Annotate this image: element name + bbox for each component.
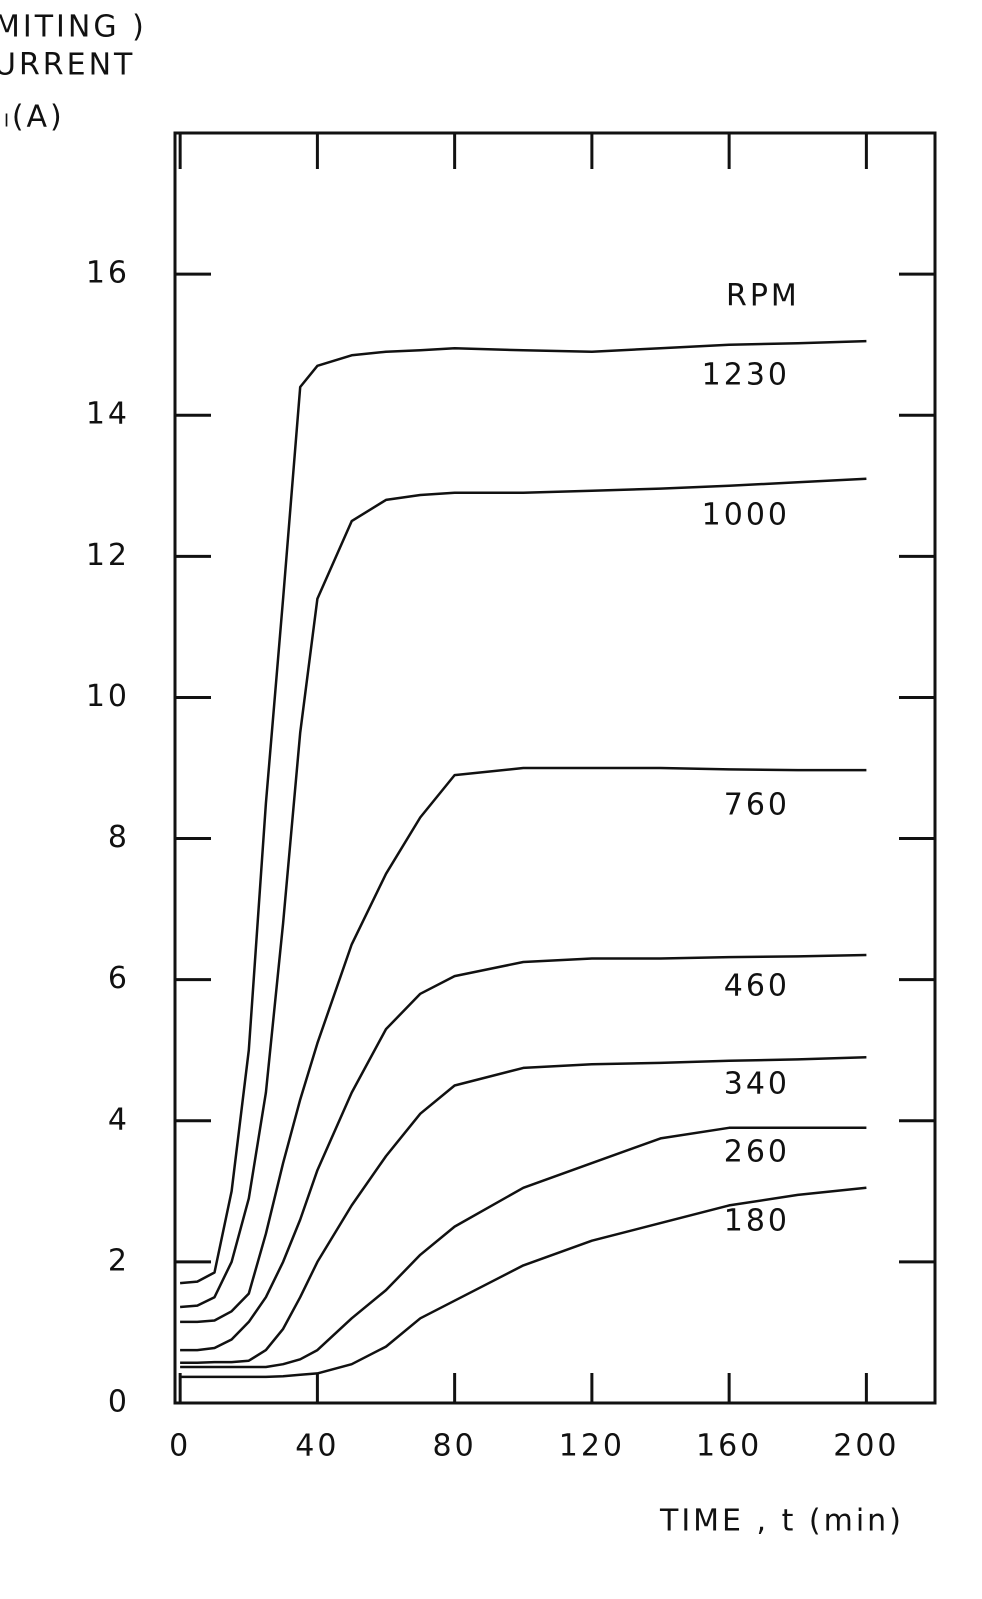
x-tick-label: 160: [696, 1429, 762, 1464]
y-tick-label: 0: [108, 1385, 130, 1420]
y-axis-label: Iₗ(A): [0, 100, 65, 135]
y-tick-label: 2: [108, 1243, 130, 1278]
series-label: 460: [724, 969, 790, 1004]
legend-title: RPM: [726, 279, 800, 314]
x-tick-label: 0: [169, 1429, 191, 1464]
series-label: 1000: [702, 498, 790, 533]
data-line: [179, 477, 867, 1309]
x-tick-label: 200: [833, 1429, 899, 1464]
y-tick-label: 12: [86, 538, 130, 573]
y-tick-label: 8: [108, 820, 130, 855]
plot-frame: [173, 131, 937, 1405]
y-axis-label: URRENT: [0, 48, 135, 83]
x-tick-label: 40: [295, 1429, 339, 1464]
series-label: 260: [724, 1135, 790, 1170]
y-tick-label: 4: [108, 1102, 130, 1137]
x-tick-label: 80: [433, 1429, 477, 1464]
data-line: [180, 1126, 867, 1369]
y-tick-label: 14: [86, 397, 130, 432]
y-tick-label: 16: [86, 256, 130, 291]
data-line: [180, 766, 867, 1324]
data-line: [179, 339, 867, 1285]
series-label: 180: [724, 1204, 790, 1239]
series-label: 1230: [702, 358, 790, 393]
y-axis-label: MITING ): [0, 10, 147, 45]
y-tick-label: 6: [108, 961, 130, 996]
data-line: [180, 1056, 867, 1365]
series-label: 340: [724, 1067, 790, 1102]
y-tick-label: 10: [86, 679, 130, 714]
series-label: 760: [724, 788, 790, 823]
data-line: [180, 1186, 867, 1379]
x-axis-label: TIME , t (min): [659, 1504, 904, 1539]
data-line: [180, 953, 867, 1352]
x-tick-label: 120: [559, 1429, 625, 1464]
